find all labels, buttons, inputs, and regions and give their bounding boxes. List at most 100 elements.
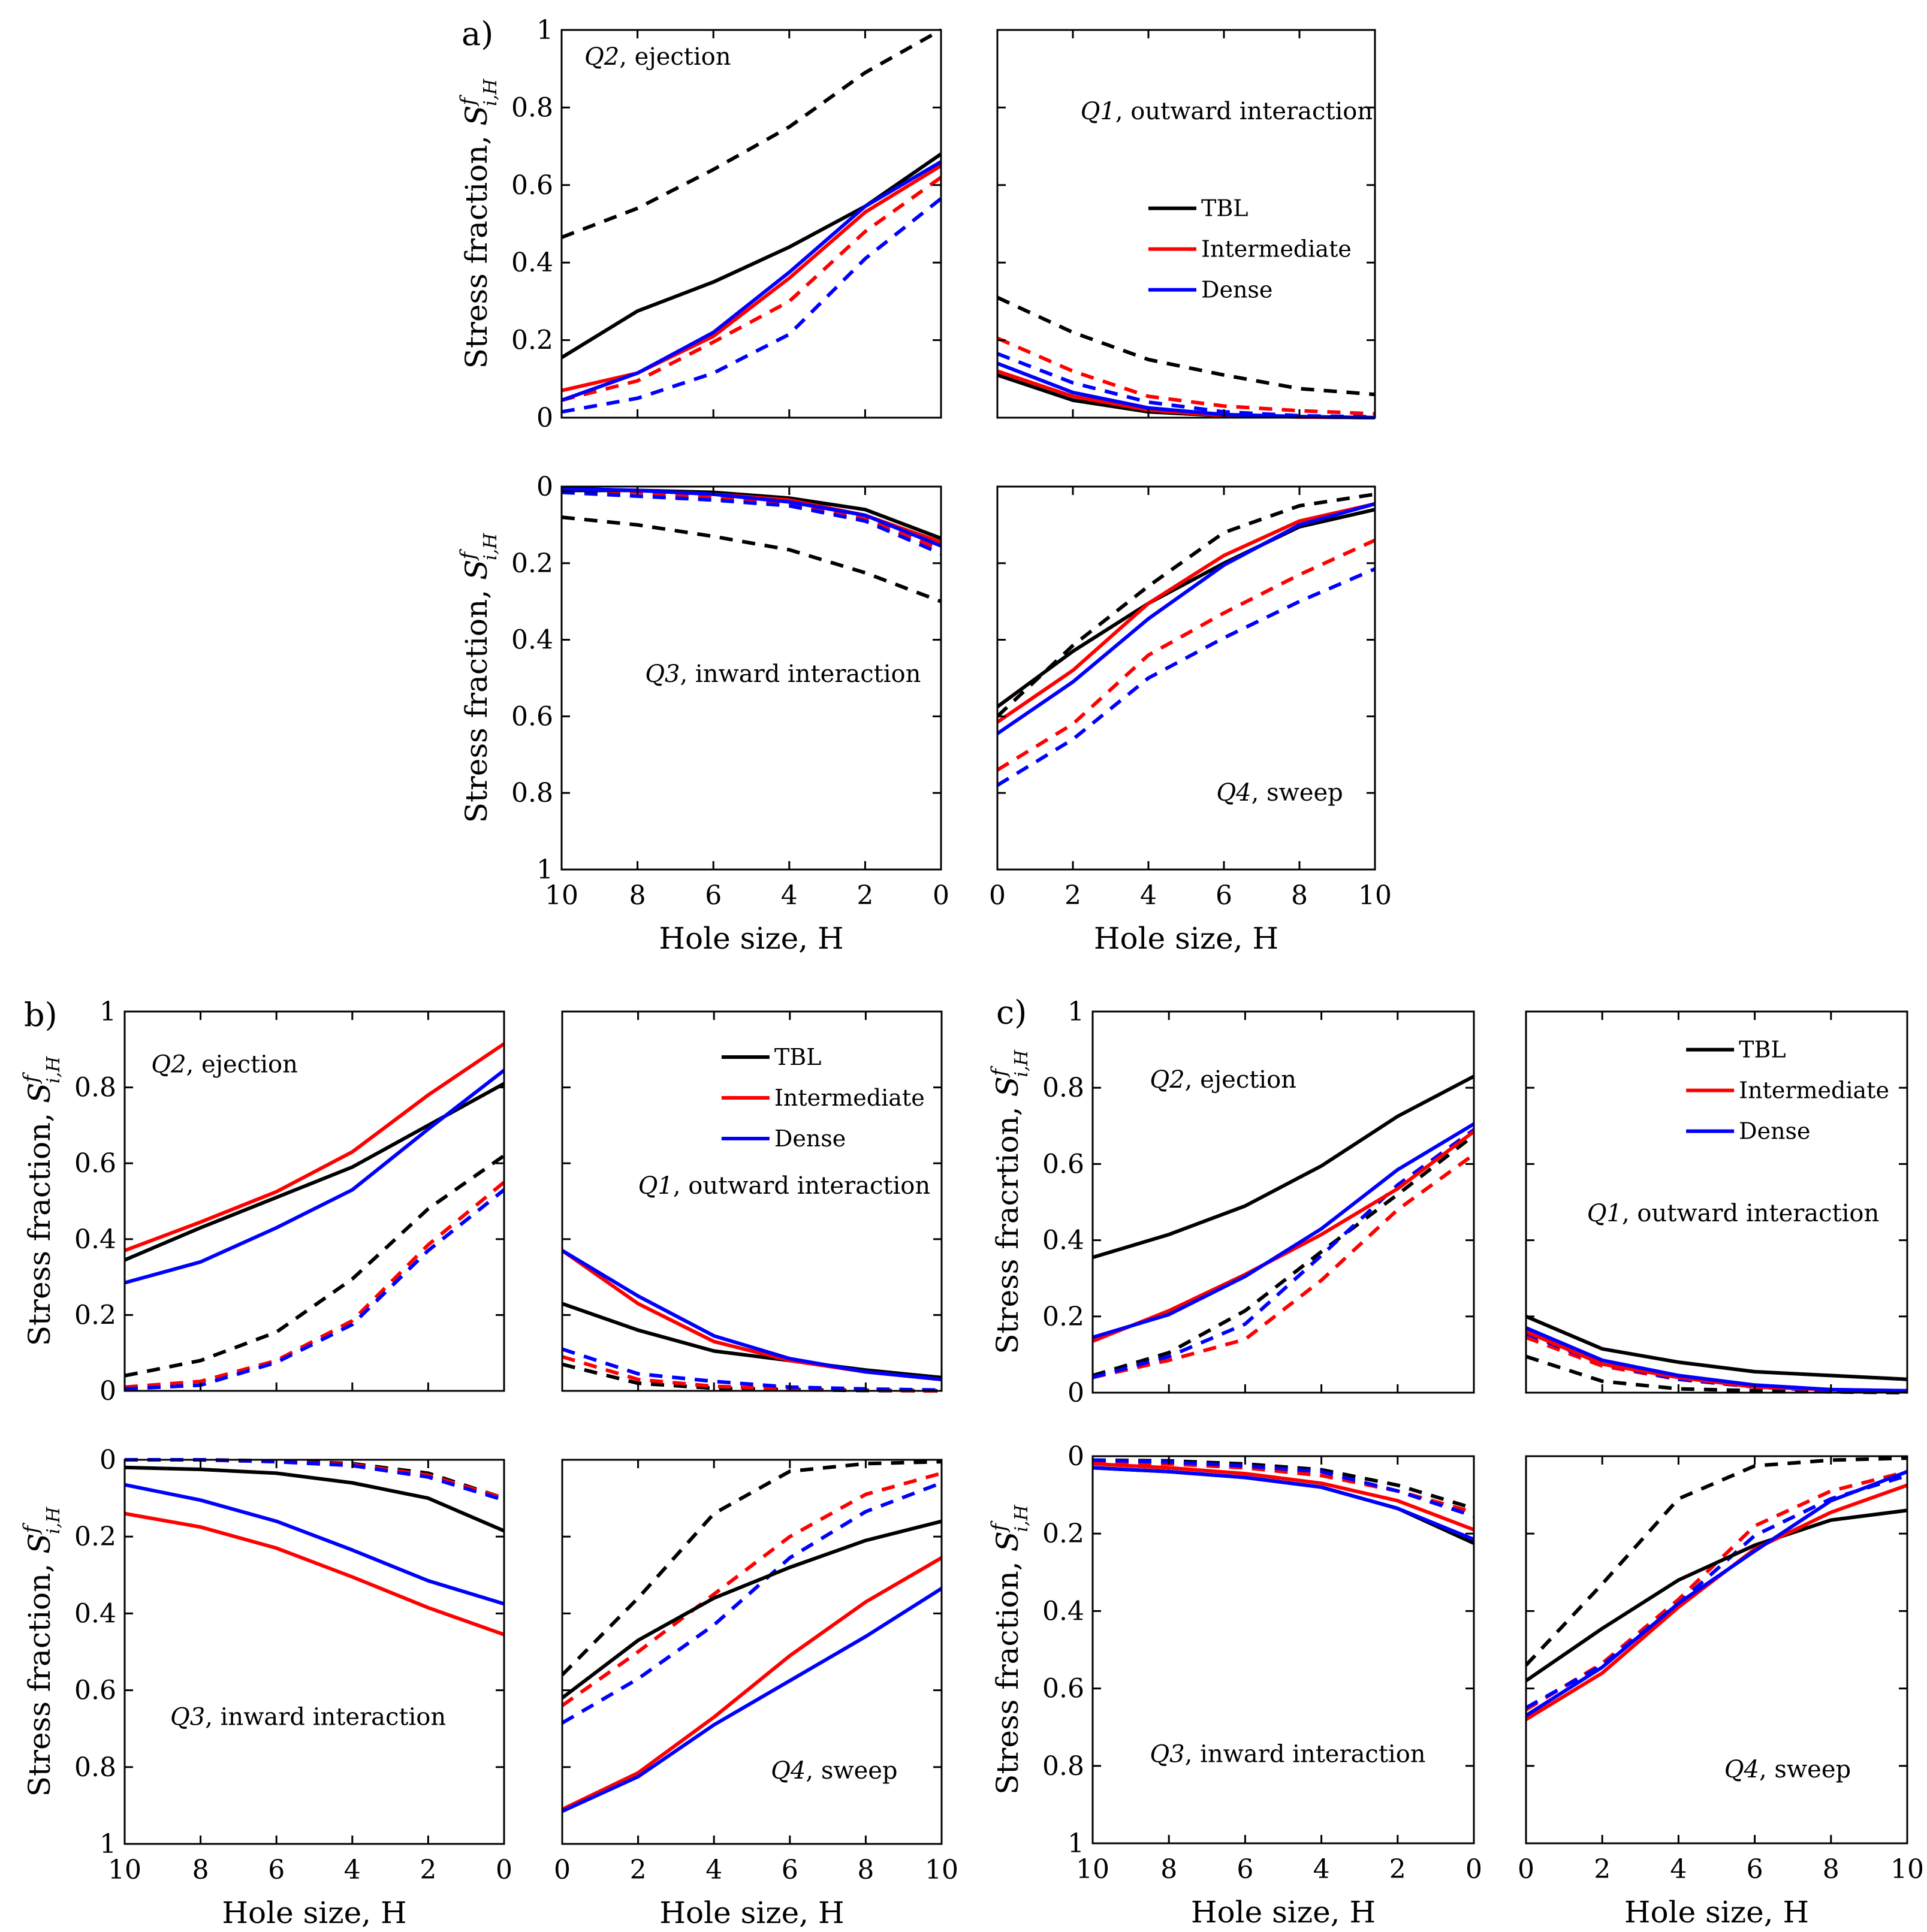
- x-tick-label: 6: [782, 1855, 798, 1885]
- series-line-dense-dashed: [1093, 1458, 1474, 1518]
- quadrant-id: Q2: [151, 1050, 186, 1078]
- x-tick-label: 2: [1064, 880, 1081, 911]
- series-line-dense-dashed: [125, 1458, 504, 1502]
- y-tick-label: 0: [1067, 1378, 1084, 1408]
- series-line-dense-solid: [1093, 1466, 1474, 1541]
- series-line-tbl-solid: [997, 508, 1375, 708]
- series-line-tbl-dashed: [1093, 1134, 1474, 1378]
- series-line-dense-dashed: [562, 1347, 942, 1392]
- y-tick-label: 0: [536, 472, 553, 502]
- quadrant-description: , ejection: [186, 1050, 298, 1078]
- subplot-a-q2: 0 0.2 0.4 0.6 0.8 1 Q2, ejection Stress fractio…: [456, 15, 942, 433]
- series-line-tbl-solid: [562, 1302, 942, 1379]
- x-tick-label: 8: [1160, 1854, 1177, 1885]
- series-line-tbl-dashed: [562, 515, 941, 603]
- quadrant-description: , outward interaction: [1115, 98, 1373, 125]
- y-tick-label: 0: [99, 1376, 116, 1406]
- quadrant-id: Q1: [1081, 98, 1115, 125]
- series-line-intermediate-dashed: [562, 488, 941, 552]
- quadrant-id: Q2: [584, 43, 619, 71]
- x-tick-label: 8: [629, 880, 646, 911]
- subplot-c-q1: Q1, outward interaction TBL Intermediate De…: [1525, 1010, 1908, 1394]
- legend-label-tbl: TBL: [1739, 1037, 1786, 1063]
- x-axis-label: Hole size, H: [1094, 921, 1278, 956]
- y-axis-label: Stress fraction, Sfi,H: [987, 1504, 1032, 1794]
- series-group: [1093, 1074, 1474, 1379]
- series-line-intermediate-solid: [125, 1511, 504, 1637]
- y-tick-label: 0.2: [1042, 1302, 1084, 1332]
- quadrant-description: , sweep: [1252, 779, 1343, 807]
- series-line-intermediate-dashed: [997, 336, 1375, 416]
- quadrant-description: , inward interaction: [1185, 1740, 1426, 1768]
- y-tick-label: 0.8: [1042, 1751, 1084, 1782]
- plot-frame: [561, 1010, 943, 1392]
- y-tick-label: 0.2: [511, 325, 553, 356]
- quadrant-id: Q3: [645, 660, 680, 688]
- x-tick-label: 10: [545, 880, 578, 911]
- series-line-dense-solid: [562, 1249, 942, 1381]
- quadrant-annotation-q4: Q4, sweep: [1216, 779, 1343, 807]
- x-axis-label: Hole size, H: [1191, 1895, 1376, 1930]
- plot-frame: [1091, 1010, 1475, 1394]
- x-tick-label: 8: [192, 1855, 209, 1885]
- x-tick-label: 2: [857, 880, 873, 911]
- y-tick-label: 0.4: [1042, 1225, 1084, 1256]
- x-tick-label: 0: [933, 880, 949, 911]
- figure-a: a) 0 0.2 0.4 0.6 0.8 1 Q2, ejection Stress fract…: [456, 15, 1392, 956]
- x-tick-label: 0: [1518, 1854, 1534, 1885]
- y-tick-label: 0: [1067, 1441, 1084, 1472]
- series-line-dense-dashed: [562, 197, 941, 414]
- series-line-intermediate-dashed: [1093, 1153, 1474, 1379]
- series-line-tbl-dashed: [1526, 1456, 1907, 1667]
- y-tick-label: 0.8: [74, 1752, 116, 1783]
- quadrant-annotation-q2: Q2, ejection: [1150, 1066, 1296, 1094]
- legend: TBL Intermediate Dense: [1686, 1037, 1889, 1145]
- x-axis-label: Hole size, H: [222, 1895, 406, 1930]
- quadrant-annotation-q1: Q1, outward interaction: [1587, 1200, 1880, 1227]
- quadrant-annotation-q3: Q3, inward interaction: [170, 1703, 446, 1731]
- y-tick-label: 0: [536, 403, 553, 433]
- y-tick-label: 0.4: [74, 1224, 116, 1255]
- series-line-dense-solid: [1093, 1122, 1474, 1339]
- series-line-intermediate-dashed: [562, 1471, 942, 1707]
- panel-label-a: a): [462, 15, 493, 53]
- series-line-tbl-dashed: [562, 1460, 942, 1677]
- x-tick-label: 8: [857, 1855, 874, 1885]
- series-line-tbl-solid: [562, 1519, 942, 1699]
- x-axis-label: Hole size, H: [659, 921, 843, 956]
- quadrant-description: , sweep: [806, 1757, 897, 1785]
- quadrant-id: Q2: [1150, 1066, 1184, 1094]
- series-line-dense-dashed: [1526, 1474, 1907, 1710]
- legend-label-dense: Dense: [1201, 277, 1272, 303]
- y-tick-label: 0.4: [1042, 1596, 1084, 1626]
- quadrant-description: , inward interaction: [205, 1703, 446, 1731]
- quadrant-description: , outward interaction: [673, 1172, 930, 1200]
- quadrant-id: Q3: [170, 1703, 205, 1731]
- x-tick-label: 4: [705, 1855, 722, 1885]
- y-tick-label: 0.6: [74, 1148, 116, 1179]
- x-tick-label: 2: [1389, 1854, 1406, 1885]
- x-tick-label: 2: [420, 1855, 436, 1885]
- y-tick-label: 0.6: [511, 170, 553, 201]
- subplot-a-q4: 0 2 4 6 8 10 Q4, sweep Hole size, H: [989, 485, 1392, 956]
- series-line-tbl-dashed: [562, 28, 941, 239]
- series-line-tbl-solid: [125, 1465, 504, 1533]
- series-group: [1526, 1456, 1907, 1721]
- y-tick-label: 0.2: [511, 548, 553, 579]
- series-line-intermediate-dashed: [562, 176, 941, 402]
- quadrant-id: Q1: [1587, 1200, 1622, 1227]
- x-tick-label: 4: [1313, 1854, 1330, 1885]
- subplot-b-q3: 0 0.2 0.4 0.6 0.8 110 8 6 4 2 0 Q3, inward interact…: [19, 1445, 512, 1930]
- plot-frame: [560, 29, 942, 419]
- x-tick-label: 6: [1747, 1854, 1763, 1885]
- y-tick-label: 0.4: [511, 625, 553, 656]
- x-tick-label: 4: [344, 1855, 361, 1885]
- subplot-a-q1: Q1, outward interaction TBL Intermediate De…: [996, 29, 1376, 419]
- y-tick-label: 0.8: [511, 778, 553, 808]
- x-axis-label: Hole size, H: [659, 1895, 844, 1930]
- subplot-c-q2: 0 0.2 0.4 0.6 0.8 1 Q2, ejection Stress fracrti…: [987, 997, 1475, 1408]
- y-tick-label: 0.6: [74, 1676, 116, 1706]
- y-tick-label: 0.6: [1042, 1149, 1084, 1179]
